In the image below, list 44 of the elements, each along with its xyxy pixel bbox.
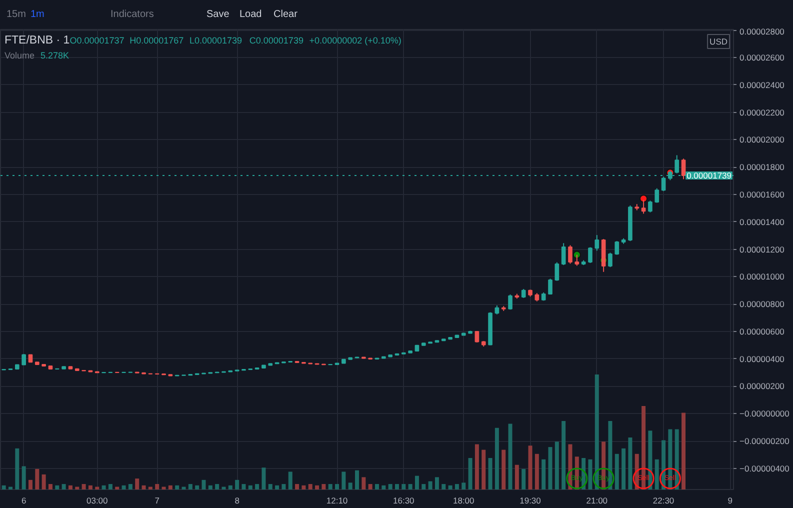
x-tick-label: 22:30 bbox=[652, 496, 674, 506]
annotation: 5.278K bbox=[40, 50, 70, 60]
y-tick-label: 0.00001800 bbox=[740, 162, 785, 172]
y-tick-label: 0.00001400 bbox=[740, 216, 785, 227]
annotation: H0.00001767 bbox=[130, 36, 184, 46]
y-tick-label: −0.00000200 bbox=[740, 436, 790, 446]
annotation: C0.00001739 bbox=[249, 36, 304, 46]
text: Save bbox=[206, 9, 230, 20]
y-tick-label: 0.00001000 bbox=[740, 272, 785, 282]
annotation: O0.00001737 bbox=[70, 36, 124, 46]
y-tick-label: 0.00002600 bbox=[740, 52, 785, 63]
annotation: USD bbox=[710, 36, 728, 46]
x-tick-label: 7 bbox=[154, 496, 160, 506]
y-tick-label: 0.00002000 bbox=[740, 134, 785, 145]
y-tick-label: 0.00000400 bbox=[740, 354, 785, 364]
y-tick-label: 0.00002800 bbox=[740, 26, 785, 36]
y-tick-label: 0.00000800 bbox=[740, 299, 785, 310]
chart-title: FTE/BNB · 1 bbox=[4, 34, 70, 46]
y-tick-label: −0.00000000 bbox=[740, 408, 790, 419]
y-tick-label: 0.00000200 bbox=[740, 381, 785, 392]
y-tick-label: 0.00002200 bbox=[740, 107, 785, 118]
text: Clear bbox=[274, 9, 298, 20]
x-tick-label: 18:00 bbox=[452, 496, 475, 506]
x-tick-label: 19:30 bbox=[520, 496, 542, 506]
annotation: Volume bbox=[4, 50, 35, 60]
y-tick-label: 0.00001200 bbox=[740, 244, 785, 254]
x-tick-label: 6 bbox=[21, 496, 26, 506]
y-tick-label: 0.00001600 bbox=[740, 190, 785, 200]
text: Indicators bbox=[110, 9, 154, 20]
text: 1m bbox=[30, 9, 44, 20]
x-tick-label: 8 bbox=[234, 496, 240, 506]
x-tick-label: 9 bbox=[728, 496, 733, 506]
x-tick-label: 21:00 bbox=[586, 496, 608, 506]
x-tick-label: 03:00 bbox=[86, 496, 108, 506]
text: 15m bbox=[6, 9, 26, 20]
x-tick-label: 16:30 bbox=[393, 496, 415, 506]
x-tick-label: 12:10 bbox=[326, 496, 348, 506]
annotation: +0.00000002 (+0.10%) bbox=[309, 36, 402, 46]
y-tick-label: 0.00000600 bbox=[740, 326, 785, 336]
text: Load bbox=[240, 9, 262, 20]
annotation: L0.00001739 bbox=[190, 36, 242, 46]
y-tick-label: 0.00002400 bbox=[740, 80, 785, 90]
ref-line-label: 0.00001739 bbox=[686, 170, 732, 180]
y-tick-label: −0.00000400 bbox=[740, 463, 790, 474]
